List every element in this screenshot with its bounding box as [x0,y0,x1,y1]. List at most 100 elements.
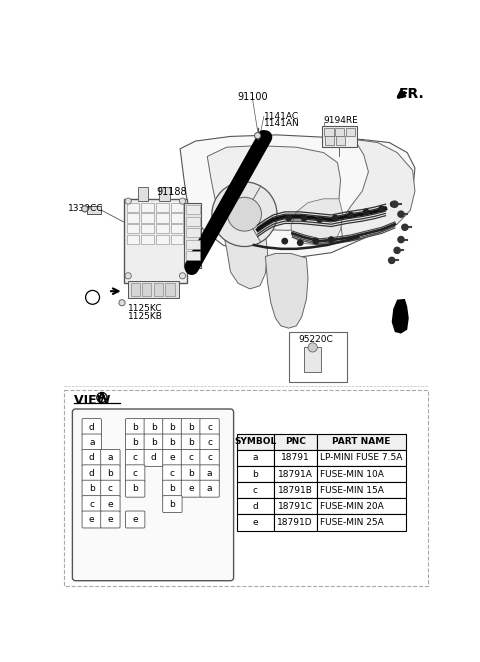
Text: 95220C: 95220C [298,335,333,344]
Text: c: c [132,453,138,462]
Circle shape [398,211,404,217]
Text: FUSE-MIN 10A: FUSE-MIN 10A [320,469,384,479]
Text: c: c [189,453,193,462]
Text: d: d [89,469,95,478]
Text: A: A [89,293,96,303]
Circle shape [313,238,318,244]
Bar [274,466,316,482]
Bar [237,514,274,531]
Text: FUSE-MIN 15A: FUSE-MIN 15A [320,486,384,495]
FancyBboxPatch shape [200,449,219,466]
FancyBboxPatch shape [181,449,201,466]
FancyBboxPatch shape [101,449,120,466]
Circle shape [119,300,125,306]
Bar [237,482,274,498]
Text: 1339CC: 1339CC [68,204,103,213]
FancyBboxPatch shape [181,434,201,451]
Bar [186,216,200,226]
Text: b: b [151,438,156,447]
Circle shape [389,258,395,263]
FancyBboxPatch shape [181,418,201,436]
FancyBboxPatch shape [144,418,164,436]
Text: 91188: 91188 [156,187,187,197]
Bar [127,203,139,212]
FancyBboxPatch shape [82,465,101,482]
Text: a: a [207,484,212,493]
Text: e: e [108,500,113,508]
Bar [304,348,321,372]
FancyBboxPatch shape [144,434,164,451]
Polygon shape [340,140,415,241]
Text: b: b [169,484,175,493]
Circle shape [392,201,398,207]
FancyBboxPatch shape [125,418,145,436]
FancyBboxPatch shape [101,511,120,528]
Text: b: b [132,422,138,432]
Bar [87,207,101,214]
FancyBboxPatch shape [200,434,219,451]
Bar [142,283,152,296]
Circle shape [379,206,384,211]
Bar [336,136,345,145]
Bar [142,224,154,234]
Text: c: c [207,422,212,432]
Text: d: d [89,453,95,462]
Circle shape [180,198,186,204]
Text: e: e [108,515,113,524]
Bar [154,283,163,296]
FancyBboxPatch shape [163,434,182,451]
Circle shape [333,215,338,220]
FancyBboxPatch shape [82,434,101,451]
Bar [171,235,183,244]
Polygon shape [265,254,308,328]
Circle shape [228,197,262,231]
FancyBboxPatch shape [82,480,101,497]
Text: d: d [252,502,258,511]
Text: FR.: FR. [399,87,424,101]
Text: b: b [169,500,175,508]
Bar [184,203,201,268]
Bar [171,213,183,222]
Text: e: e [169,453,175,462]
Circle shape [97,393,107,402]
Bar [316,434,406,449]
Text: 1125KC: 1125KC [128,305,163,313]
Text: b: b [188,438,194,447]
Circle shape [308,343,317,352]
Text: c: c [170,469,175,478]
Text: c: c [207,453,212,462]
Bar [237,498,274,514]
Text: 18791D: 18791D [277,518,313,527]
Bar [316,482,406,498]
Bar [274,449,316,466]
Circle shape [301,215,307,220]
Circle shape [391,201,396,207]
Bar [127,224,139,234]
Text: e: e [252,518,258,527]
Text: 1141AC: 1141AC [264,112,299,120]
Text: d: d [151,453,156,462]
Circle shape [348,213,353,218]
FancyBboxPatch shape [200,418,219,436]
Polygon shape [207,146,340,230]
FancyBboxPatch shape [82,449,101,466]
Bar [237,434,274,449]
Text: LP-MINI FUSE 7.5A: LP-MINI FUSE 7.5A [320,453,402,462]
Bar [142,213,154,222]
Text: a: a [207,469,212,478]
Bar [316,514,406,531]
Bar [316,498,406,514]
Text: b: b [132,438,138,447]
Circle shape [282,238,288,244]
Text: a: a [108,453,113,462]
Text: 18791: 18791 [281,453,310,462]
Text: d: d [89,422,95,432]
Text: a: a [252,453,258,462]
Bar [186,228,200,237]
FancyBboxPatch shape [101,465,120,482]
Text: 18791A: 18791A [278,469,312,479]
Bar [142,203,154,212]
Circle shape [82,206,88,212]
Circle shape [180,273,186,279]
Text: b: b [188,422,194,432]
